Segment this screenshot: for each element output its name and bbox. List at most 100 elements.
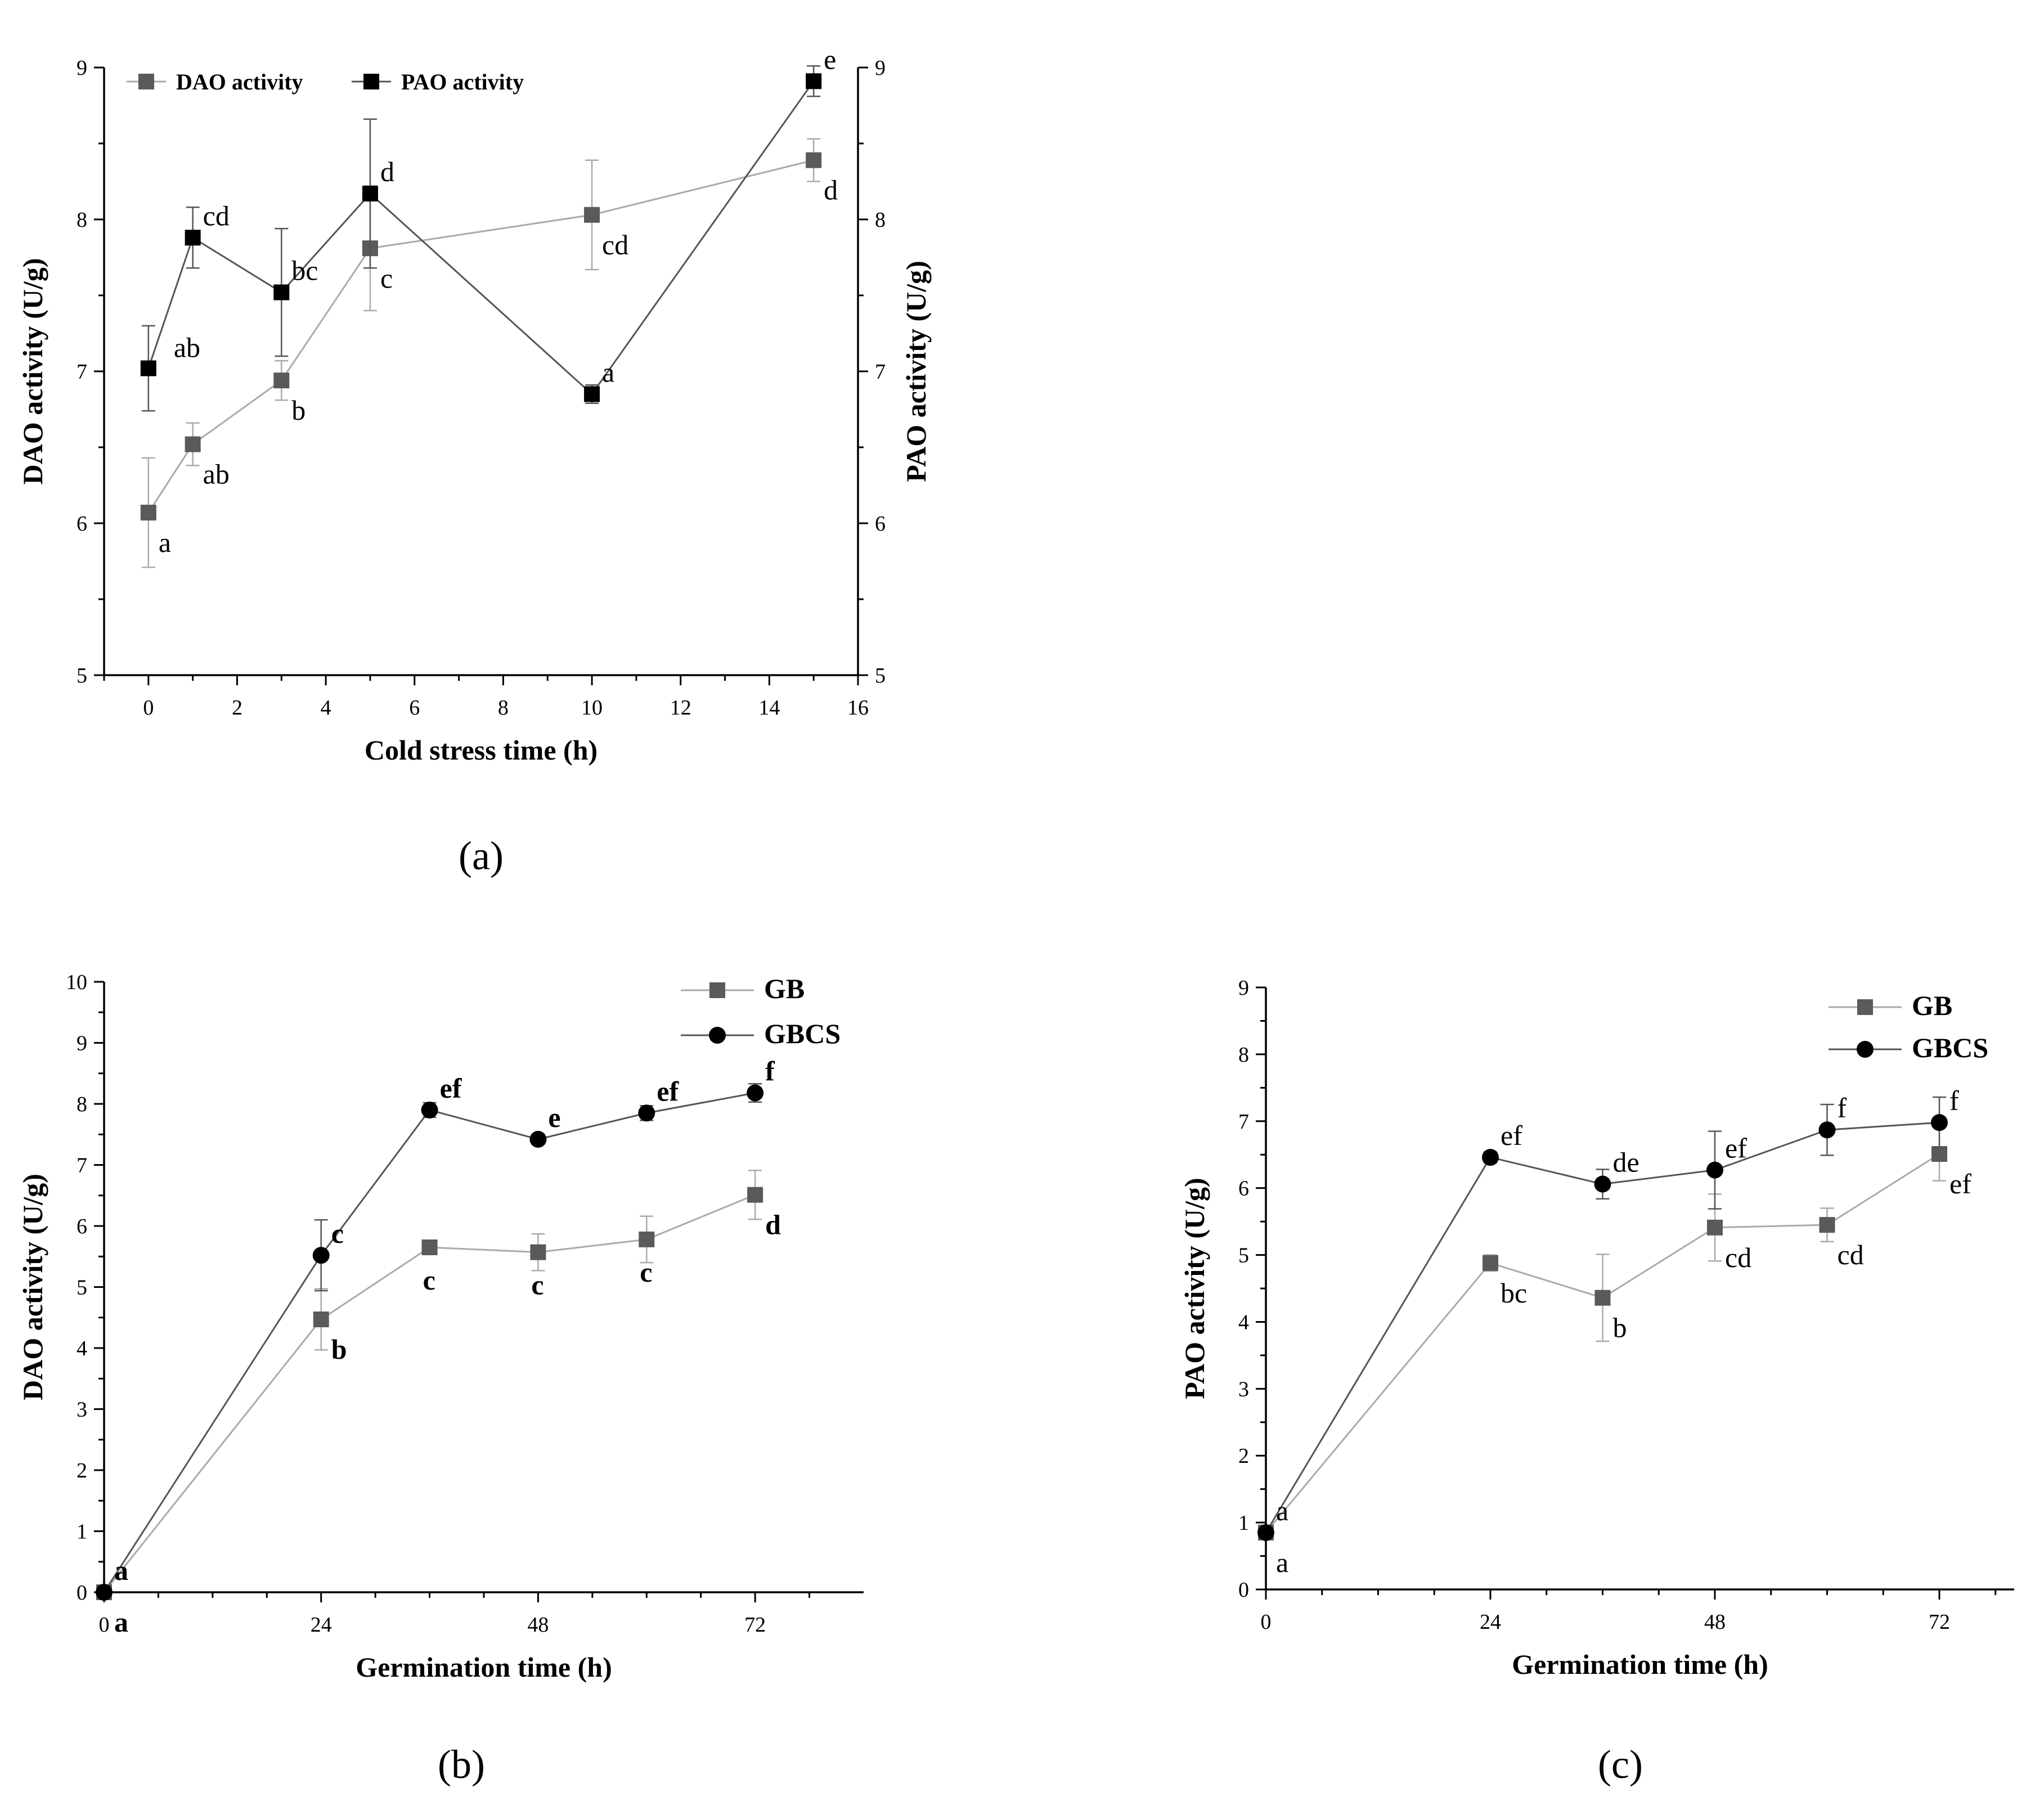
panel-label: (b) xyxy=(438,1742,485,1787)
y-tick-label: 3 xyxy=(1238,1377,1249,1401)
panel-b-chart: 0 24 48 72 0 1 2 3 4 5 6 7 8 9 10 Germination time (h) D… xyxy=(17,971,864,1787)
significance-label: a xyxy=(114,1606,128,1638)
significance-label: e xyxy=(548,1102,560,1133)
series-line xyxy=(103,1194,756,1593)
legend-marker xyxy=(1857,1041,1874,1058)
y-tick-label: 6 xyxy=(77,512,87,536)
x-tick-label: 8 xyxy=(498,696,509,720)
x-axis-title: Germination time (h) xyxy=(1512,1649,1768,1680)
data-point xyxy=(273,372,290,389)
x-tick-label: 6 xyxy=(409,696,420,720)
data-point xyxy=(1482,1148,1499,1166)
x-tick-label: 72 xyxy=(1929,1610,1950,1634)
significance-label: bc xyxy=(1501,1277,1527,1309)
significance-label: cd xyxy=(203,200,230,231)
y-right-tick-label: 7 xyxy=(875,360,886,384)
data-point xyxy=(529,1130,547,1148)
significance-label: ef xyxy=(440,1072,462,1104)
legend-marker xyxy=(1857,999,1873,1015)
y-axis-title: DAO activity (U/g) xyxy=(17,258,48,485)
significance-label: ab xyxy=(174,332,200,363)
y-tick-label: 8 xyxy=(77,1093,87,1116)
y-tick-label: 5 xyxy=(77,1276,87,1300)
legend-marker xyxy=(709,982,725,998)
y-axis-title: PAO activity (U/g) xyxy=(1179,1178,1210,1399)
y-tick-label: 4 xyxy=(1238,1310,1249,1334)
data-point xyxy=(313,1312,329,1328)
significance-label: f xyxy=(1949,1085,1959,1116)
legend-label: GBCS xyxy=(1912,1032,1988,1063)
legend-marker xyxy=(709,1027,726,1044)
series-line xyxy=(1265,1121,1940,1533)
x-tick-label: 24 xyxy=(1480,1610,1501,1634)
x-axis-title: Germination time (h) xyxy=(356,1651,612,1683)
y-tick-label: 10 xyxy=(66,971,87,994)
series-line xyxy=(147,159,814,513)
data-point xyxy=(747,1084,764,1102)
legend: DAO activity PAO activity xyxy=(127,69,524,95)
y-tick-label: 5 xyxy=(1238,1244,1249,1268)
significance-label: c xyxy=(331,1218,344,1249)
significance-label: f xyxy=(1838,1092,1847,1124)
data-point xyxy=(584,206,600,223)
significance-label: bc xyxy=(291,255,318,286)
y-tick-label: 1 xyxy=(77,1520,87,1544)
significance-label: de xyxy=(1613,1147,1639,1178)
panel-label: (c) xyxy=(1598,1742,1643,1787)
panel-c-chart: 0 24 48 72 0 1 2 3 4 5 6 7 8 9 Germination time (h) PAO… xyxy=(1179,976,2014,1787)
series-gb: a bc b cd cd ef xyxy=(1258,1126,1971,1578)
panel-label: (a) xyxy=(459,833,504,878)
significance-label: ab xyxy=(203,459,230,490)
series-line xyxy=(1265,1153,1940,1533)
legend-marker xyxy=(138,74,154,89)
y-tick-label: 9 xyxy=(1238,976,1249,1000)
data-point xyxy=(1931,1146,1947,1162)
x-tick-label: 0 xyxy=(143,696,154,720)
series-gbcs: a c ef e ef f xyxy=(96,1055,775,1601)
y-tick-label: 3 xyxy=(77,1398,87,1422)
legend: GB GBCS xyxy=(1829,990,1988,1063)
y-tick-label: 2 xyxy=(77,1459,87,1483)
data-point xyxy=(584,386,600,402)
data-point xyxy=(1257,1524,1274,1541)
significance-label: cd xyxy=(1725,1242,1751,1273)
data-point xyxy=(1819,1217,1835,1233)
significance-label: b xyxy=(291,394,306,426)
significance-label: c xyxy=(380,262,393,294)
y-tick-label: 6 xyxy=(77,1215,87,1238)
y-right-tick-label: 6 xyxy=(875,512,886,536)
series-line xyxy=(103,1092,756,1593)
y-tick-label: 9 xyxy=(77,1032,87,1056)
data-point xyxy=(96,1584,113,1601)
legend: GB GBCS xyxy=(681,973,841,1049)
significance-label: c xyxy=(531,1269,543,1301)
y-right-axis-title: PAO activity (U/g) xyxy=(900,261,932,482)
significance-label: a xyxy=(114,1555,128,1586)
x-tick-label: 48 xyxy=(527,1613,549,1637)
data-point xyxy=(1707,1219,1723,1236)
data-point xyxy=(639,1231,655,1247)
legend-label: GBCS xyxy=(764,1018,841,1049)
data-point xyxy=(185,230,201,246)
significance-label: c xyxy=(640,1256,652,1288)
data-point xyxy=(1706,1161,1723,1179)
x-tick-label: 16 xyxy=(847,696,869,720)
significance-label: cd xyxy=(1838,1239,1864,1270)
y-right-tick-label: 9 xyxy=(875,56,886,80)
y-tick-label: 1 xyxy=(1238,1511,1249,1535)
y-tick-label: 7 xyxy=(1238,1110,1249,1134)
x-tick-label: 72 xyxy=(744,1613,766,1637)
data-point xyxy=(140,505,156,521)
significance-label: a xyxy=(1276,1547,1288,1578)
x-tick-label: 10 xyxy=(581,696,603,720)
y-tick-label: 6 xyxy=(1238,1177,1249,1201)
legend-label: DAO activity xyxy=(176,69,303,95)
x-tick-label: 0 xyxy=(99,1613,110,1637)
y-tick-label: 9 xyxy=(77,56,87,80)
x-tick-label: 24 xyxy=(311,1613,332,1637)
data-point xyxy=(806,73,822,89)
